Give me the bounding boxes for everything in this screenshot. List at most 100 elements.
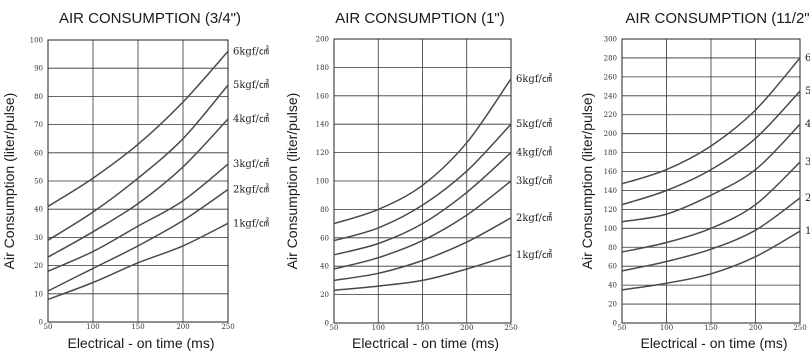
y-tick-label: 60 xyxy=(608,263,617,271)
x-tick-label: 50 xyxy=(330,324,339,332)
y-tick-label: 180 xyxy=(604,149,617,157)
y-tick-label: 50 xyxy=(34,178,43,186)
x-tick-label: 50 xyxy=(44,323,53,331)
series-line-5 xyxy=(621,197,801,272)
x-tick-label: 100 xyxy=(660,324,673,332)
y-tick-label: 140 xyxy=(604,187,617,195)
y-tick-label: 220 xyxy=(604,111,617,119)
y-tick-label: 20 xyxy=(320,291,329,299)
y-tick-label: 260 xyxy=(604,73,617,81)
y-tick-label: 300 xyxy=(604,36,617,44)
series-line-4 xyxy=(333,180,512,270)
y-tick-label: 180 xyxy=(316,64,329,72)
chart-title: AIR CONSUMPTION (3/4") xyxy=(59,10,241,27)
series-line-1 xyxy=(621,57,801,185)
y-tick-label: 100 xyxy=(316,178,329,186)
plot-frame xyxy=(47,39,229,323)
x-tick-label: 200 xyxy=(749,324,762,332)
y-tick-label: 80 xyxy=(320,206,329,214)
series-label: 1 xyxy=(805,226,810,237)
series-label: 4 xyxy=(805,119,810,130)
y-axis-label: Air Consumption (liter/pulse) xyxy=(284,93,300,270)
x-axis-label: Electrical - on time (ms) xyxy=(67,335,214,351)
y-axis-label: Air Consumption (liter/pulse) xyxy=(1,93,17,270)
series-label: 3 xyxy=(805,157,810,168)
series-line-6 xyxy=(47,222,229,301)
chart-panel-1: AIR CONSUMPTION (3/4") 0 10 20 30 40 50 60 70 80 9… xyxy=(1,10,269,351)
y-tick-label: 100 xyxy=(30,37,43,45)
series-line-1 xyxy=(47,50,229,208)
series-label: 4kgf/㎠ xyxy=(516,147,552,159)
x-tick-label: 100 xyxy=(86,323,99,331)
x-tick-label: 250 xyxy=(793,324,806,332)
x-tick-label: 200 xyxy=(460,324,473,332)
y-tick-label: 280 xyxy=(604,54,617,62)
y-tick-label: 20 xyxy=(34,262,43,270)
series-line-3 xyxy=(621,123,801,223)
series-label: 5kgf/㎠ xyxy=(516,118,552,130)
y-tick-label: 0 xyxy=(39,319,43,327)
series-label: 3kgf/㎠ xyxy=(516,175,552,187)
y-tick-label: 100 xyxy=(604,225,617,233)
series-label: 6kgf/㎠ xyxy=(233,45,269,57)
series-label: 1kgf/㎠ xyxy=(233,217,269,229)
series-line-3 xyxy=(333,152,512,256)
y-tick-label: 30 xyxy=(34,234,43,242)
y-tick-label: 90 xyxy=(34,65,43,73)
x-tick-label: 250 xyxy=(221,323,234,331)
series-line-5 xyxy=(47,188,229,292)
x-tick-label: 50 xyxy=(618,324,627,332)
y-tick-label: 60 xyxy=(320,234,329,242)
y-tick-label: 140 xyxy=(316,121,329,129)
chart-title: AIR CONSUMPTION (11/2") xyxy=(625,10,810,27)
y-axis-label: Air Consumption (liter/pulse) xyxy=(579,93,595,270)
x-tick-label: 150 xyxy=(416,324,429,332)
series-line-2 xyxy=(333,123,512,242)
series-label: 5kgf/㎠ xyxy=(233,79,269,91)
y-tick-label: 10 xyxy=(34,290,43,298)
x-axis-label: Electrical - on time (ms) xyxy=(640,335,787,351)
y-tick-label: 120 xyxy=(604,206,617,214)
series-label: 5 xyxy=(805,86,810,97)
series-label: 2kgf/㎠ xyxy=(233,183,269,195)
y-tick-label: 20 xyxy=(608,301,617,309)
y-tick-label: 160 xyxy=(604,168,617,176)
series-label: 4kgf/㎠ xyxy=(233,113,269,125)
y-tick-label: 0 xyxy=(613,320,617,328)
series-line-5 xyxy=(333,217,512,282)
y-tick-label: 0 xyxy=(325,320,329,328)
y-tick-label: 160 xyxy=(316,92,329,100)
y-tick-label: 240 xyxy=(604,92,617,100)
series-line-4 xyxy=(47,163,229,272)
series-label: 2 xyxy=(805,193,810,204)
series-line-1 xyxy=(333,78,512,225)
x-tick-label: 250 xyxy=(504,324,517,332)
x-tick-label: 150 xyxy=(131,323,144,331)
chart-panel-2: AIR CONSUMPTION (1") 0 20 40 60 80 100 120 140 16… xyxy=(284,10,552,351)
series-line-6 xyxy=(621,230,801,291)
y-tick-label: 120 xyxy=(316,149,329,157)
series-line-4 xyxy=(621,161,801,253)
y-tick-label: 80 xyxy=(608,244,617,252)
series-label: 6kgf/㎠ xyxy=(516,73,552,85)
chart-panel-3: AIR CONSUMPTION (11/2")02040608010012014… xyxy=(579,10,810,351)
series-label: 1kgf/㎠ xyxy=(516,249,552,261)
series-line-6 xyxy=(333,254,512,292)
x-axis-label: Electrical - on time (ms) xyxy=(352,335,499,351)
series-line-2 xyxy=(621,90,801,206)
series-label: 6 xyxy=(805,53,810,64)
x-tick-label: 200 xyxy=(176,323,189,331)
series-line-2 xyxy=(47,84,229,241)
y-tick-label: 40 xyxy=(320,263,329,271)
x-tick-label: 150 xyxy=(704,324,717,332)
y-tick-label: 200 xyxy=(604,130,617,138)
series-label: 3kgf/㎠ xyxy=(233,158,269,170)
x-tick-label: 100 xyxy=(372,324,385,332)
y-tick-label: 40 xyxy=(608,282,617,290)
series-line-3 xyxy=(47,118,229,258)
series-label: 2kgf/㎠ xyxy=(516,212,552,224)
y-tick-label: 40 xyxy=(34,206,43,214)
plot-frame xyxy=(621,38,801,324)
y-tick-label: 70 xyxy=(34,121,43,129)
